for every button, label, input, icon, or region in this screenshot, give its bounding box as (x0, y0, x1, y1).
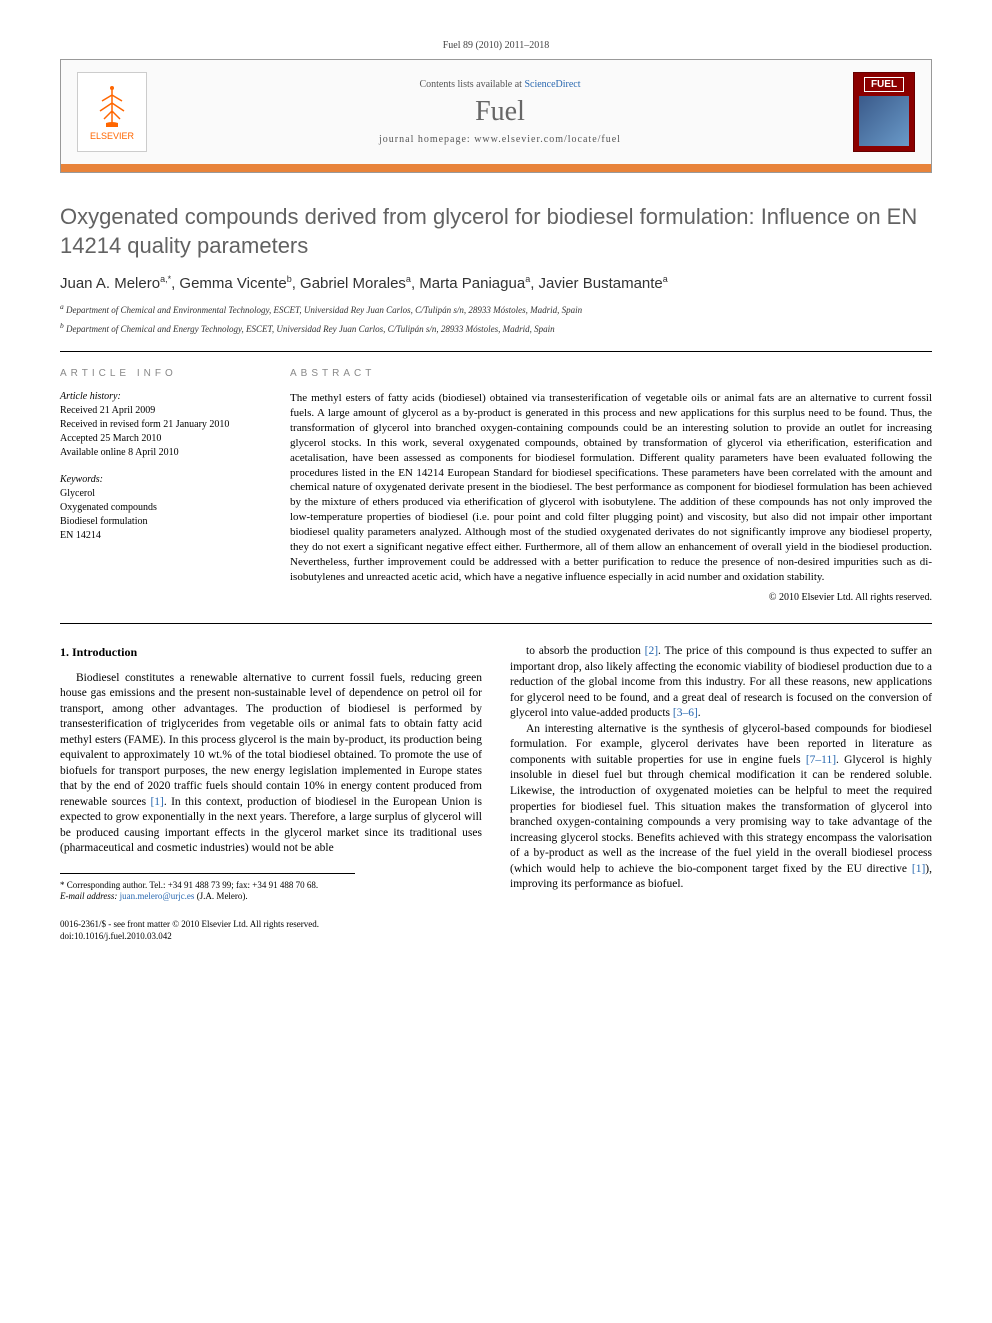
body-paragraph: Biodiesel constitutes a renewable altern… (60, 671, 482, 857)
journal-homepage: journal homepage: www.elsevier.com/locat… (147, 134, 853, 145)
body-paragraph: to absorb the production [2]. The price … (510, 644, 932, 722)
keyword-line: Oxygenated compounds (60, 501, 260, 515)
citation-header: Fuel 89 (2010) 2011–2018 (60, 40, 932, 51)
history-line: Available online 8 April 2010 (60, 446, 260, 460)
contents-available: Contents lists available at ScienceDirec… (147, 79, 853, 90)
article-info-column: ARTICLE INFO Article history: Received 2… (60, 368, 260, 603)
keyword-line: Glycerol (60, 487, 260, 501)
front-matter-footer: 0016-2361/$ - see front matter © 2010 El… (60, 919, 932, 942)
citation-link[interactable]: [1] (912, 863, 925, 875)
abstract-text: The methyl esters of fatty acids (biodie… (290, 391, 932, 584)
affiliation-line: b Department of Chemical and Energy Tech… (60, 321, 932, 336)
citation-link[interactable]: [3–6] (673, 707, 698, 719)
journal-title: Fuel (147, 96, 853, 128)
keyword-line: Biodiesel formulation (60, 515, 260, 529)
section-heading-intro: 1. Introduction (60, 644, 482, 660)
front-matter-line: 0016-2361/$ - see front matter © 2010 El… (60, 919, 932, 931)
email-link[interactable]: juan.melero@urjc.es (120, 891, 195, 901)
abstract-column: ABSTRACT The methyl esters of fatty acid… (290, 368, 932, 603)
article-title: Oxygenated compounds derived from glycer… (60, 203, 932, 260)
history-label: Article history: (60, 391, 260, 402)
article-info-header: ARTICLE INFO (60, 368, 260, 379)
history-line: Received in revised form 21 January 2010 (60, 418, 260, 432)
cover-title: FUEL (864, 77, 904, 92)
affiliation-line: a Department of Chemical and Environment… (60, 302, 932, 317)
body-paragraph: An interesting alternative is the synthe… (510, 722, 932, 893)
publisher-name: ELSEVIER (90, 131, 134, 141)
doi-line: doi:10.1016/j.fuel.2010.03.042 (60, 931, 932, 943)
abstract-header: ABSTRACT (290, 368, 932, 379)
elsevier-tree-icon (92, 83, 132, 128)
divider-line (60, 623, 932, 624)
journal-cover-thumbnail: FUEL (853, 72, 915, 152)
publisher-logo: ELSEVIER (77, 72, 147, 152)
cover-image-icon (859, 96, 909, 146)
journal-banner: ELSEVIER Contents lists available at Sci… (60, 59, 932, 173)
history-line: Received 21 April 2009 (60, 404, 260, 418)
citation-link[interactable]: [1] (150, 796, 163, 808)
divider-line (60, 351, 932, 352)
body-column-left: 1. Introduction Biodiesel constitutes a … (60, 644, 482, 903)
orange-divider-bar (61, 164, 931, 172)
corresponding-author-footnote: * Corresponding author. Tel.: +34 91 488… (60, 873, 355, 903)
copyright-line: © 2010 Elsevier Ltd. All rights reserved… (290, 592, 932, 603)
keyword-line: EN 14214 (60, 529, 260, 543)
corresponding-line: * Corresponding author. Tel.: +34 91 488… (60, 880, 355, 892)
sciencedirect-link[interactable]: ScienceDirect (524, 79, 580, 90)
citation-link[interactable]: [2] (645, 645, 658, 657)
citation-link[interactable]: [7–11] (806, 754, 836, 766)
body-two-columns: 1. Introduction Biodiesel constitutes a … (60, 644, 932, 903)
history-line: Accepted 25 March 2010 (60, 432, 260, 446)
email-line: E-mail address: juan.melero@urjc.es (J.A… (60, 891, 355, 903)
keywords-label: Keywords: (60, 474, 260, 485)
authors-list: Juan A. Meleroa,*, Gemma Vicenteb, Gabri… (60, 274, 932, 292)
body-column-right: to absorb the production [2]. The price … (510, 644, 932, 903)
contents-prefix: Contents lists available at (419, 79, 524, 90)
